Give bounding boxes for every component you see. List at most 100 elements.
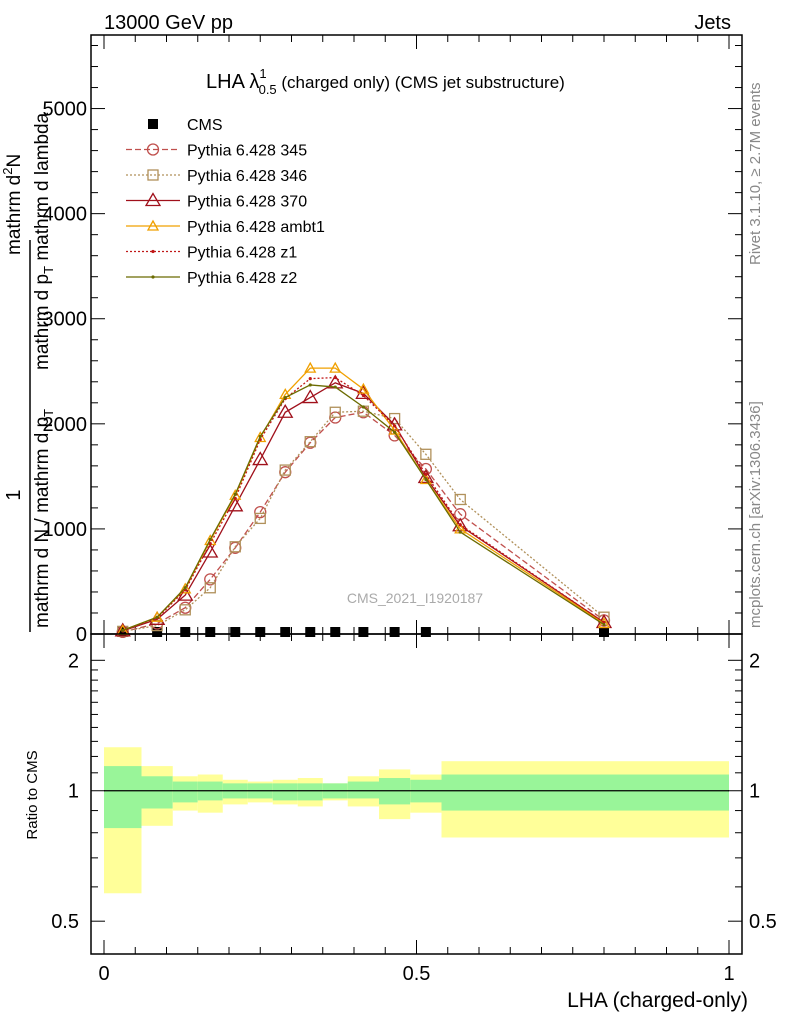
y-axis-label-bottom: Ratio to CMS (24, 750, 41, 839)
legend-item-z1: Pythia 6.428 z1 (126, 245, 297, 262)
plot-title-sup: 1 (259, 66, 266, 81)
point-z2 (208, 537, 212, 542)
y-tick-label: 5000 (43, 99, 88, 121)
plot-title-rest: (charged only) (CMS jet substructure) (277, 73, 565, 92)
plot-title: LHA λ1 0.5 (charged only) (CMS jet substr… (206, 66, 565, 97)
ratio-inner-band (104, 766, 142, 829)
legend-marker-p345 (146, 143, 160, 156)
point-p345 (254, 505, 267, 519)
point-p346 (204, 582, 216, 594)
series-line-z1 (122, 376, 605, 632)
y-tick-label: 4000 (43, 204, 88, 226)
ylabel-inner-num: mathrm d2N (0, 154, 25, 255)
ratio-plot: 0 0.5 1 0.5 0.5 1 1 2 2 (51, 633, 777, 985)
side-labels: Rivet 3.1.10, ≥ 2.7M events mcplots.cern… (747, 83, 764, 629)
point-z2 (155, 615, 159, 619)
legend-label: Pythia 6.428 z2 (187, 270, 297, 287)
point-z1 (233, 496, 237, 501)
point-ambt1 (329, 361, 342, 373)
legend-item-p370: Pythia 6.428 370 (126, 192, 307, 211)
cms-point (599, 627, 609, 637)
legend-marker-p346 (147, 169, 159, 181)
point-ambt1 (179, 582, 192, 594)
ylabel-inner-num-text: mathrm d (4, 175, 25, 255)
point-z2 (361, 405, 365, 409)
y-tick-label: 3000 (43, 309, 88, 331)
series-line-z2 (122, 384, 605, 631)
ratio-y-tick-label-right: 0.5 (749, 911, 777, 933)
cms-point (305, 627, 316, 637)
legend-item-p345: Pythia 6.428 345 (126, 143, 307, 160)
point-z1 (208, 542, 212, 546)
cms-point (280, 627, 291, 637)
point-ambt1 (304, 361, 317, 373)
ratio-y-tick-label-right: 2 (749, 650, 760, 672)
point-ambt1 (151, 610, 164, 622)
legend-marker-ambt1 (146, 219, 160, 231)
point-z2 (258, 434, 262, 439)
legend-label: Pythia 6.428 ambt1 (187, 219, 325, 236)
main-plot: 0 1000 2000 3000 4000 5000 (43, 34, 743, 646)
cms-point (358, 627, 369, 637)
point-p345 (204, 573, 217, 586)
legend-label: Pythia 6.428 370 (187, 194, 307, 211)
point-z1 (424, 472, 428, 476)
legend-item-p346: Pythia 6.428 346 (126, 168, 307, 185)
ratio-inner-band (297, 783, 323, 801)
point-z2 (393, 430, 397, 434)
ylabel-num: 1 (3, 489, 25, 500)
point-p346 (420, 448, 432, 460)
ratio-inner-band (141, 776, 173, 809)
x-tick-label: 1 (723, 963, 734, 985)
point-p346 (304, 436, 316, 448)
point-p370 (114, 622, 131, 637)
ratio-inner-band (172, 781, 198, 803)
legend-label: Pythia 6.428 345 (187, 143, 307, 160)
ylabel-inner-num-sup: 2 (0, 168, 15, 175)
legend-item-cms: CMS (148, 117, 223, 134)
ratio-inner-band (347, 781, 379, 799)
series-p346 (117, 405, 610, 638)
ratio-inner-band (479, 774, 729, 811)
legend-marker-cms (148, 119, 158, 129)
point-z2 (308, 383, 312, 387)
cms-point (180, 627, 191, 637)
point-p346 (254, 512, 266, 525)
y-axis-label-top: 1 mathrm d N / mathrm d pT mathrm d2N ma… (0, 112, 56, 632)
point-p346 (229, 541, 241, 553)
ratio-y-tick-label: 0.5 (51, 911, 79, 933)
ylabel-inner-den-text: mathrm d p (32, 274, 53, 370)
legend-marker-z2 (151, 275, 155, 279)
ylabel-den: mathrm d N / mathrm d pT (32, 409, 56, 628)
y-tick-label: 1000 (43, 519, 88, 541)
x-tick-label: 0 (98, 963, 109, 985)
ratio-y-tick-label-right: 1 (749, 781, 760, 803)
point-z1 (333, 375, 337, 380)
point-p346 (454, 493, 466, 506)
point-p370 (177, 586, 194, 601)
rivet-label: Rivet 3.1.10, ≥ 2.7M events (747, 83, 764, 266)
point-p346 (329, 406, 341, 418)
header-category: Jets (694, 12, 731, 34)
cms-point (205, 627, 216, 637)
point-p346 (179, 604, 191, 616)
ylabel-inner-den: mathrm d pT mathrm d lambda (32, 112, 56, 370)
point-z2 (458, 530, 462, 534)
cms-point (330, 627, 341, 637)
point-z2 (121, 628, 125, 632)
y-tick-label: 2000 (43, 414, 88, 436)
series-cms (117, 627, 609, 637)
cms-point (255, 627, 266, 637)
point-z1 (361, 393, 365, 398)
legend-item-ambt1: Pythia 6.428 ambt1 (126, 219, 325, 236)
point-z2 (333, 385, 337, 389)
series-line-p370 (122, 382, 605, 632)
watermark: CMS_2021_I1920187 (347, 590, 483, 606)
point-ambt1 (357, 382, 370, 394)
point-z1 (393, 424, 397, 428)
point-p370 (417, 469, 435, 484)
point-z2 (602, 622, 606, 627)
cms-point (230, 627, 241, 637)
point-p370 (302, 389, 319, 404)
